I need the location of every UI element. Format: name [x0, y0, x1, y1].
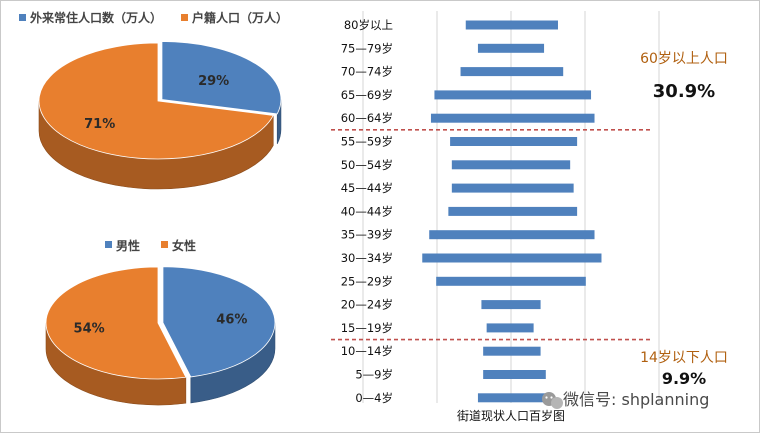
bar-left: [434, 90, 511, 100]
bar-right: [511, 90, 592, 100]
age-label: 50—54岁: [341, 158, 393, 172]
bar-left: [451, 183, 511, 193]
annotation-elderly-label: 60岁以上人口: [640, 51, 728, 67]
pie2: 46% 54%: [45, 266, 276, 406]
bar-right: [511, 160, 571, 170]
age-label: 10—14岁: [341, 344, 393, 358]
age-label: 40—44岁: [341, 204, 393, 218]
age-label: 80岁以上: [344, 18, 393, 32]
bar-left: [483, 346, 511, 356]
pie1-slice-0: [161, 41, 282, 115]
pie1-legend-label-1: 户籍人口（万人）: [192, 10, 288, 25]
pyramid-title: 街道现状人口百岁图: [457, 408, 565, 423]
age-label: 55—59岁: [341, 135, 393, 149]
bar-right: [511, 346, 541, 356]
annotation-children-value: 9.9%: [662, 369, 706, 388]
pie1-legend-swatch-1: [181, 14, 188, 21]
age-label: 5—9岁: [355, 368, 393, 382]
bar-right: [511, 230, 595, 240]
pie2-slice-0: [162, 266, 276, 378]
age-label: 35—39岁: [341, 228, 393, 242]
bar-left: [450, 137, 511, 146]
bar-left: [477, 43, 511, 53]
age-label: 45—44岁: [341, 181, 393, 195]
bar-left: [422, 253, 511, 263]
age-label: 65—69岁: [341, 88, 393, 102]
pie1-slice-label-0: 29%: [198, 74, 229, 89]
bar-left: [430, 113, 511, 123]
bar-left: [465, 20, 511, 30]
pie1: 29% 71%: [38, 41, 282, 190]
bar-right: [511, 276, 586, 286]
bar-right: [511, 393, 546, 403]
age-label: 0—4岁: [355, 391, 393, 405]
pie2-slice-label-0: 46%: [216, 312, 247, 327]
pyramid-chart: 80岁以上 75—79岁 70—74岁 65—69岁 60—64岁 55—59岁 50—54…: [331, 11, 660, 405]
pie2-legend-swatch-0: [105, 241, 112, 248]
pie2-legend-label-1: 女性: [172, 238, 196, 253]
age-label: 20—24岁: [341, 298, 393, 312]
bar-right: [511, 137, 578, 146]
bar-left: [436, 276, 511, 286]
bar-left: [486, 323, 511, 333]
bar-left: [477, 393, 511, 403]
age-label: 30—34岁: [341, 251, 393, 265]
bar-right: [511, 67, 564, 77]
pie1-legend-label-0: 外来常住人口数（万人）: [30, 10, 162, 25]
age-label: 75—79岁: [341, 41, 393, 55]
bar-right: [511, 370, 546, 379]
bar-left: [451, 160, 511, 170]
bar-right: [511, 43, 545, 53]
wechat-icon: [542, 392, 563, 409]
watermark: 微信号: shplanning: [542, 390, 709, 409]
bar-right: [511, 183, 574, 193]
pie1-slice-label-1: 71%: [84, 117, 115, 132]
bar-left: [460, 67, 511, 77]
pie2-legend-label-0: 男性: [116, 238, 140, 253]
pie1-legend-swatch-0: [19, 14, 26, 21]
age-label: 25—29岁: [341, 274, 393, 288]
bar-left: [448, 206, 511, 216]
pie1-legend: 外来常住人口数（万人） 户籍人口（万人）: [19, 10, 288, 25]
pie1-slice-1: [38, 42, 274, 160]
pie2-slice-label-1: 54%: [74, 321, 105, 336]
bar-right: [511, 20, 558, 30]
bar-left: [481, 300, 511, 310]
bar-right: [511, 300, 541, 310]
age-label: 60—64岁: [341, 111, 393, 125]
pie2-legend-swatch-1: [161, 241, 168, 248]
bar-right: [511, 206, 578, 216]
watermark-text: 微信号: shplanning: [563, 390, 709, 409]
annotation-elderly-value: 30.9%: [653, 81, 715, 102]
age-label: 15—19岁: [341, 321, 393, 335]
bar-right: [511, 253, 602, 263]
age-label: 70—74岁: [341, 65, 393, 79]
pie2-legend: 男性 女性: [105, 238, 196, 253]
annotation-children-label: 14岁以下人口: [640, 350, 728, 366]
bar-right: [511, 113, 595, 123]
bar-right: [511, 323, 534, 333]
pie2-slice-1: [45, 266, 187, 380]
bar-left: [483, 370, 511, 379]
bar-left: [429, 230, 511, 240]
